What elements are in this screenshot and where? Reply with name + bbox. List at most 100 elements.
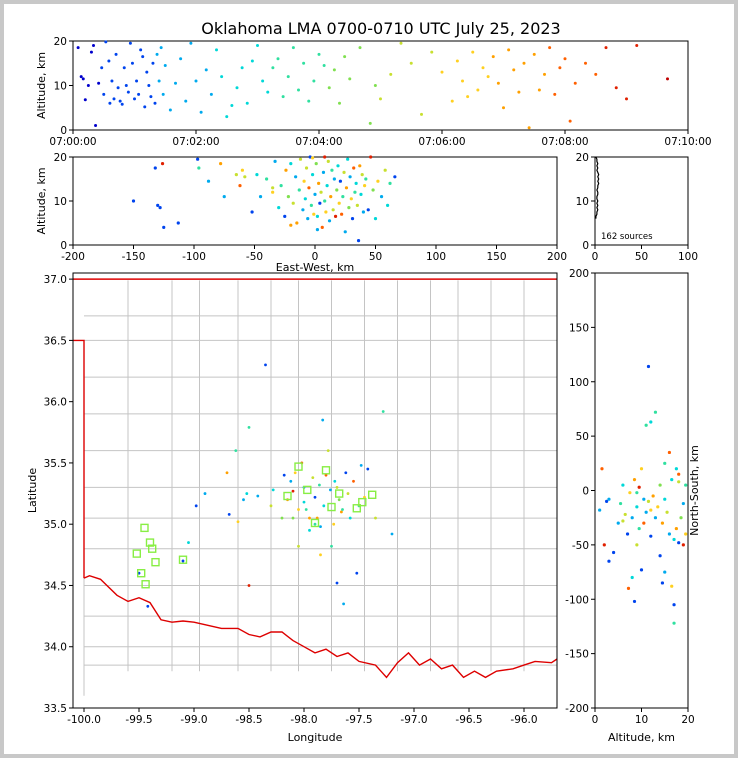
ew-source [310, 156, 315, 160]
time-height-source [194, 79, 198, 83]
time-height-source [137, 92, 141, 96]
time-height-source [281, 95, 285, 99]
ns-altitude-panel: 0 10 20 -200 -150 -100 -50 0 50 100 150 200 Altitude… [565, 268, 701, 744]
hist-ytick-label: 10 [576, 196, 589, 208]
plan-source [247, 584, 251, 587]
plan-source [293, 471, 297, 475]
hist-xtick-label: 50 [635, 251, 648, 263]
ns-source [639, 568, 644, 572]
plan-source [332, 522, 336, 526]
ns-source [672, 537, 676, 542]
ew-source [298, 157, 303, 161]
ew-altitude-panel: -200 -150 -100 -50 0 50 100 150 200 0 10 20 East-Wes… [35, 152, 567, 274]
plan-source [236, 520, 240, 524]
ew-source [307, 186, 311, 190]
time-height-source [553, 92, 557, 96]
ew-source [379, 195, 384, 199]
ns-source [644, 423, 648, 427]
time-height-source [625, 97, 628, 101]
time-height-xtick-label: 07:02:00 [172, 136, 219, 148]
plan-source [146, 604, 150, 608]
ew-source [286, 195, 290, 199]
ns-ytick-label: -200 [565, 703, 589, 715]
ew-source [234, 173, 238, 177]
ns-source [667, 450, 672, 455]
lma-station-marker [310, 518, 320, 528]
time-height-source [271, 66, 275, 70]
plan-ytick-label: 35.5 [44, 458, 67, 470]
ew-source [312, 212, 316, 216]
ew-source [271, 186, 275, 190]
ew-source [265, 177, 269, 181]
time-height-xtick-label: 07:08:00 [541, 136, 588, 148]
time-height-source [440, 70, 444, 74]
plan-source [311, 476, 315, 480]
time-height-source [130, 61, 134, 65]
ns-source [672, 603, 676, 607]
ns-source [602, 543, 606, 547]
ew-source [284, 168, 288, 172]
time-height-source [486, 75, 490, 79]
ns-source [649, 508, 653, 512]
time-height-source [204, 68, 208, 72]
ew-xlabel: East-West, km [276, 261, 354, 274]
hist-ytick-label: 20 [576, 152, 589, 164]
lma-station-marker [178, 555, 188, 564]
ns-ylabel: North-South, km [688, 445, 701, 536]
lma-station-marker [141, 580, 150, 589]
time-height-source [286, 75, 290, 79]
ns-source [656, 505, 660, 509]
lma-station-marker [147, 544, 157, 553]
time-height-source [230, 104, 234, 108]
time-height-source [120, 102, 124, 106]
time-height-source [430, 50, 434, 54]
plan-source [187, 541, 190, 544]
time-height-source [83, 98, 87, 102]
time-height-source [522, 61, 526, 65]
time-height-source [368, 121, 372, 125]
ew-source [333, 214, 338, 218]
plan-source [335, 486, 339, 489]
ew-source [160, 162, 165, 166]
time-height-source [512, 68, 516, 72]
hist-source-count: 162 sources [601, 232, 653, 242]
ns-source [623, 512, 627, 517]
time-height-source [420, 112, 423, 116]
ew-source [319, 190, 323, 194]
ew-source [359, 192, 363, 196]
plan-source [352, 479, 355, 483]
time-height-source [89, 50, 93, 54]
plan-xlabel: Longitude [288, 731, 343, 744]
ew-xtick-label: 200 [547, 251, 567, 263]
lma-station-marker [335, 489, 344, 498]
ew-xtick-label: 100 [426, 251, 446, 263]
ew-source [327, 219, 332, 223]
plan-source [342, 602, 345, 606]
plan-source [264, 363, 267, 367]
ew-source [320, 225, 324, 229]
plan-ytick-label: 36.5 [44, 335, 67, 347]
time-height-source [108, 101, 112, 105]
ew-source [325, 184, 329, 188]
hist-xtick-label: 0 [592, 251, 599, 263]
ew-source [358, 164, 362, 168]
time-height-source [548, 46, 552, 50]
time-height-source [124, 84, 128, 87]
plan-source [348, 516, 352, 520]
plan-ylabel: Latitude [26, 468, 39, 514]
ew-source [355, 203, 359, 207]
ew-source [283, 214, 287, 218]
time-height-source [399, 41, 403, 45]
plan-xtick-label: -99.0 [180, 714, 207, 726]
ew-source [343, 230, 347, 234]
time-height-source [476, 88, 480, 92]
ns-source [642, 497, 646, 501]
ns-source [637, 526, 641, 531]
time-height-source [133, 97, 136, 101]
ns-source [684, 532, 688, 536]
ns-xtick-label: 0 [592, 714, 599, 726]
ew-source [342, 170, 346, 174]
time-height-source [143, 105, 147, 109]
red-river-border [83, 574, 557, 679]
ns-source [649, 420, 653, 424]
